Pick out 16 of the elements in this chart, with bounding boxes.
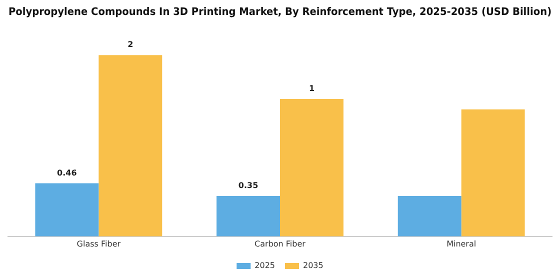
- data-label: 2: [128, 40, 134, 50]
- data-label: 0.46: [57, 168, 78, 178]
- bar: [35, 183, 99, 236]
- legend-label: 2035: [303, 261, 324, 270]
- x-tick-label: Mineral: [446, 239, 476, 248]
- bar: [398, 196, 462, 236]
- chart-title: Polypropylene Compounds In 3D Printing Market, By Reinforcement Type, 2025-2035 (USD Billion): [8, 6, 552, 18]
- bar: [98, 55, 162, 236]
- legend-label: 2025: [254, 261, 275, 270]
- bar: [216, 196, 280, 236]
- bar: [280, 99, 344, 236]
- data-label: 1: [308, 84, 315, 94]
- data-label: 0.35: [238, 181, 259, 190]
- x-tick-label: Glass Fiber: [76, 239, 122, 248]
- x-tick-label: Carbon Fiber: [254, 239, 306, 248]
- bar: [461, 109, 525, 236]
